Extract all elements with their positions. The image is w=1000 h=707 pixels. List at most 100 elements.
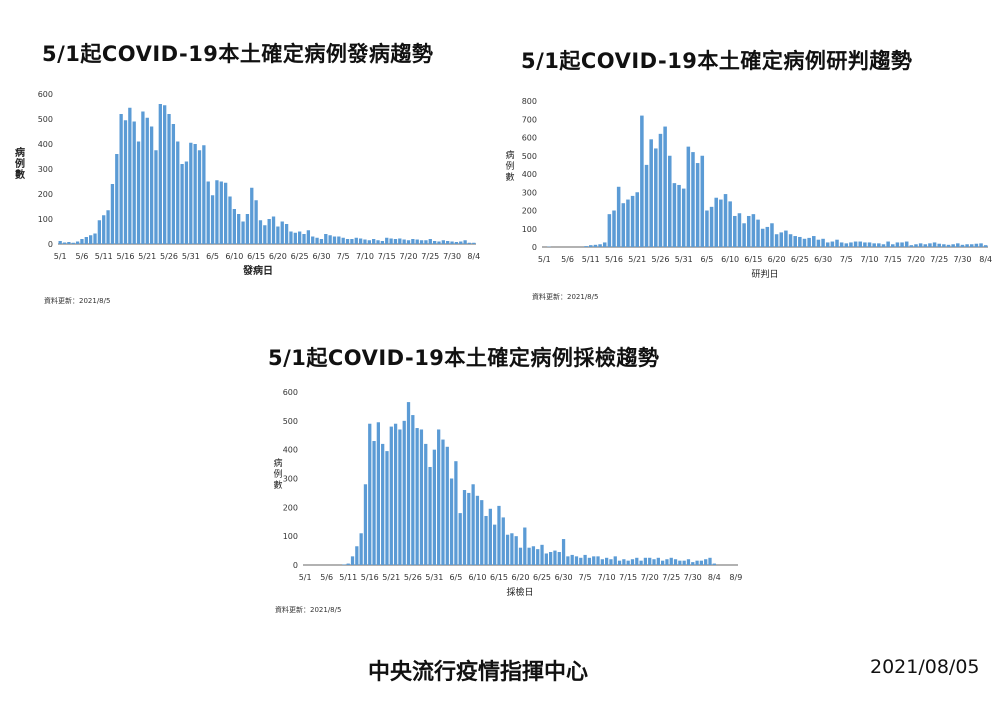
- bar-6/14: [250, 187, 254, 244]
- bar-6/27: [807, 237, 811, 248]
- bar-8/1: [699, 560, 704, 565]
- bar-7/31: [454, 242, 459, 244]
- x-tick-label: 7/5: [579, 573, 592, 582]
- bar-6/19: [271, 216, 276, 244]
- bar-7/19: [643, 557, 648, 565]
- bar-6/7: [219, 181, 223, 244]
- bar-7/15: [385, 237, 389, 244]
- bar-7/23: [660, 560, 665, 565]
- bar-8/3: [467, 242, 472, 244]
- bar-6/25: [540, 544, 544, 565]
- bar-7/3: [332, 236, 337, 244]
- bar-7/29: [686, 559, 691, 565]
- x-tick-label: 8/4: [708, 573, 721, 582]
- bar-7/10: [363, 239, 367, 244]
- bar-6/13: [245, 214, 250, 244]
- bar-6/19: [770, 223, 774, 247]
- bar-8/3: [979, 243, 983, 247]
- y-tick-label: 300: [283, 475, 298, 484]
- bar-7/19: [909, 245, 914, 247]
- x-tick-label: 5/6: [76, 252, 89, 261]
- bar-7/17: [900, 242, 904, 247]
- x-tick-label: 7/25: [421, 252, 439, 261]
- bar-7/21: [918, 243, 923, 247]
- x-tick-label: 6/10: [225, 252, 243, 261]
- bar-6/16: [258, 220, 263, 244]
- bar-7/18: [639, 560, 643, 565]
- bar-6/4: [700, 155, 705, 247]
- bar-7/14: [886, 241, 890, 247]
- x-tick-label: 6/15: [247, 252, 265, 261]
- x-tick-label: 6/20: [768, 255, 786, 264]
- bar-6/6: [215, 180, 219, 244]
- bar-7/11: [872, 243, 876, 247]
- bar-5/29: [180, 164, 184, 244]
- bar-7/20: [648, 557, 652, 565]
- x-tick-label: 6/15: [490, 573, 508, 582]
- bar-5/18: [621, 203, 626, 247]
- bar-7/12: [372, 239, 376, 244]
- x-tick-label: 6/25: [291, 252, 309, 261]
- bar-5/24: [649, 139, 653, 247]
- bar-5/16: [368, 423, 372, 565]
- x-tick-label: 5/21: [628, 255, 646, 264]
- bar-5/11: [102, 215, 106, 244]
- bar-6/5: [210, 195, 215, 244]
- bar-6/21: [523, 527, 527, 565]
- x-tick-label: 6/10: [468, 573, 486, 582]
- x-axis-title: 採檢日: [506, 586, 533, 598]
- bar-7/10: [867, 242, 872, 247]
- bar-7/20: [406, 240, 411, 244]
- bar-5/8: [89, 235, 93, 244]
- y-tick-label: 200: [522, 207, 537, 216]
- bar-5/27: [663, 126, 667, 247]
- bar-7/3: [574, 556, 579, 565]
- bar-5/24: [402, 420, 406, 565]
- x-tick-label: 5/1: [54, 252, 67, 261]
- bar-6/26: [302, 234, 306, 244]
- bar-6/3: [695, 163, 700, 247]
- x-tick-label: 5/21: [382, 573, 400, 582]
- x-tick-label: 7/5: [840, 255, 853, 264]
- bar-5/26: [167, 114, 171, 244]
- bar-6/26: [544, 553, 548, 565]
- bar-5/11: [346, 563, 350, 565]
- bar-7/19: [402, 239, 406, 244]
- bar-5/18: [132, 121, 136, 244]
- x-tick-label: 7/10: [861, 255, 879, 264]
- y-tick-label: 500: [283, 417, 298, 426]
- x-tick-label: 5/31: [182, 252, 200, 261]
- bar-6/10: [475, 495, 480, 565]
- bar-6/6: [709, 206, 714, 247]
- bar-5/24: [158, 104, 162, 244]
- bar-7/15: [891, 244, 895, 247]
- bar-8/2: [463, 240, 467, 244]
- bar-6/26: [802, 238, 807, 247]
- bar-6/17: [263, 225, 267, 244]
- x-tick-label: 6/20: [512, 573, 530, 582]
- bar-7/22: [656, 557, 660, 565]
- bar-5/25: [654, 148, 658, 247]
- bar-6/15: [497, 505, 501, 565]
- bar-7/27: [678, 560, 682, 565]
- y-tick-label: 0: [48, 240, 53, 249]
- bar-6/30: [821, 238, 825, 247]
- bar-6/27: [549, 552, 553, 565]
- bar-6/22: [527, 547, 531, 565]
- bar-5/15: [607, 214, 612, 247]
- x-tick-label: 5/11: [95, 252, 113, 261]
- footer-date: 2021/08/05: [870, 656, 980, 678]
- y-axis-title-char: 病: [273, 457, 282, 469]
- bar-7/16: [630, 559, 635, 565]
- bar-7/6: [849, 242, 853, 247]
- footer-organization: 中央流行疫情指揮中心: [368, 660, 589, 685]
- y-tick-label: 0: [532, 243, 537, 252]
- bar-7/7: [350, 239, 354, 244]
- x-tick-label: 6/20: [269, 252, 287, 261]
- bar-5/4: [71, 242, 75, 244]
- bar-5/15: [119, 114, 123, 244]
- bar-7/29: [956, 243, 960, 247]
- bar-6/13: [488, 508, 492, 565]
- bar-5/13: [110, 184, 115, 244]
